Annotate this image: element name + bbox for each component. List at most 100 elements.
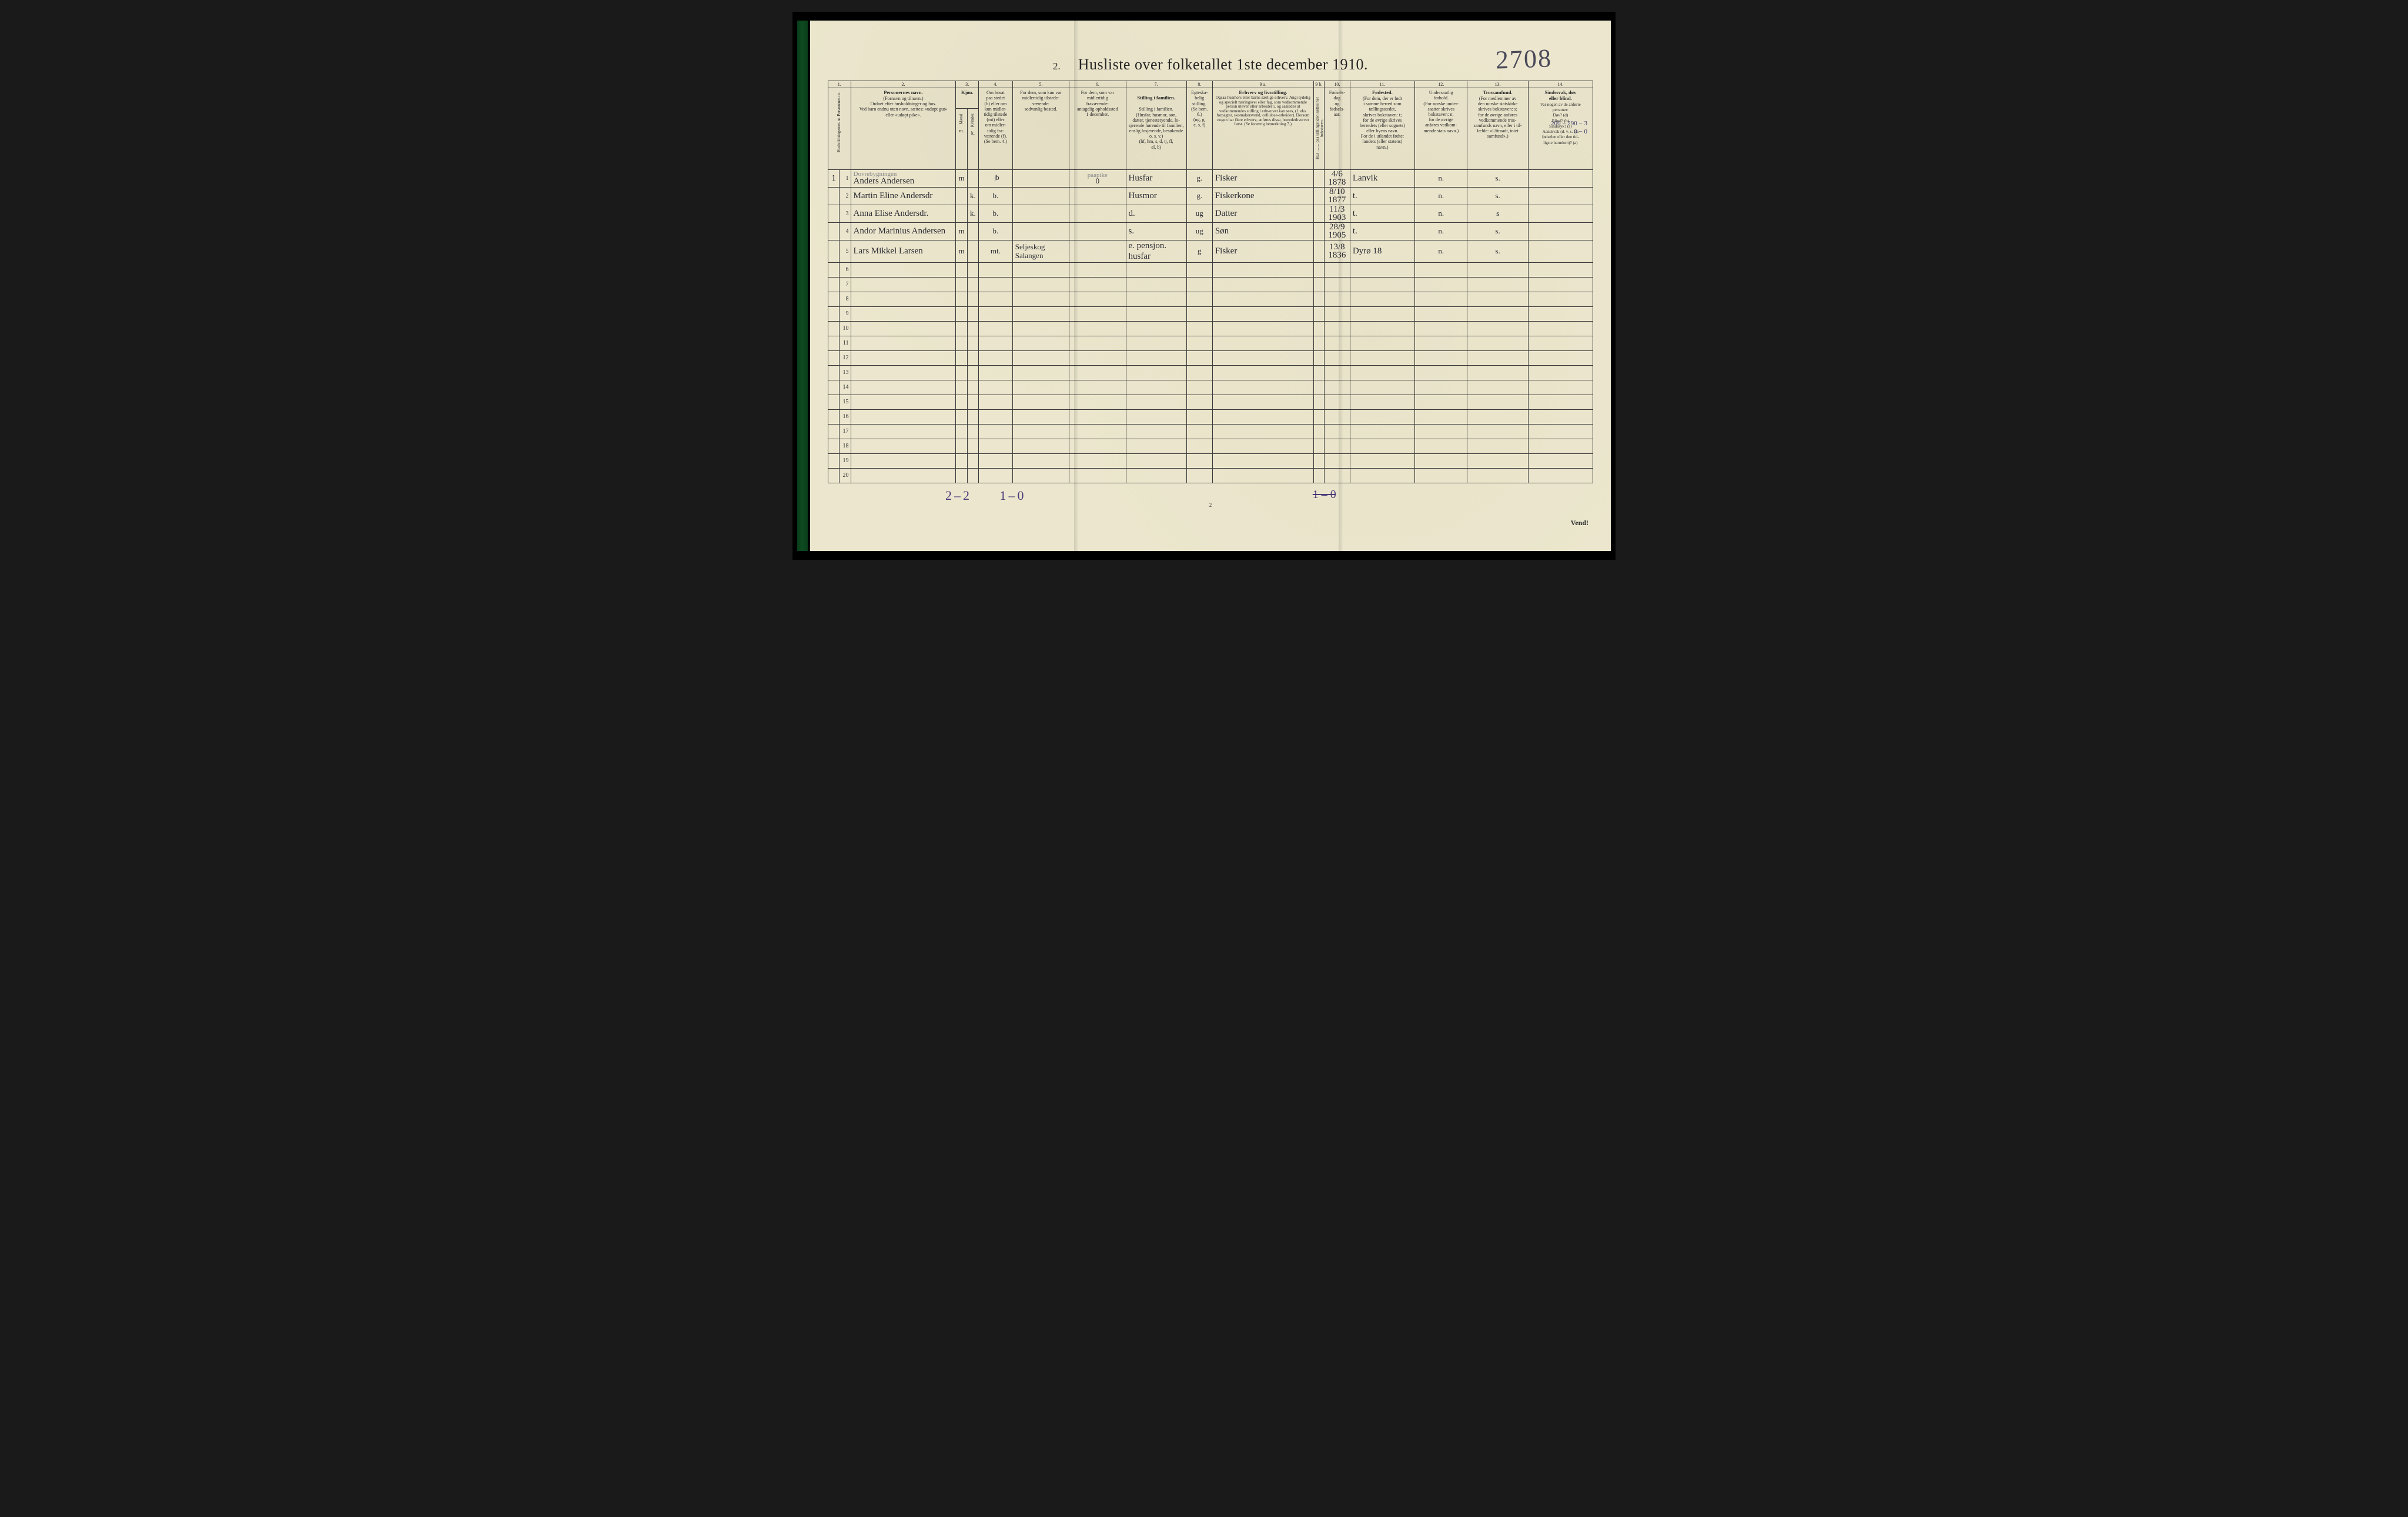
cell-occupation <box>1212 277 1313 292</box>
cell-birth <box>1324 453 1350 468</box>
cell-sex-m <box>956 453 967 468</box>
cell-marital <box>1186 262 1212 277</box>
col-num: 13. <box>1467 81 1528 88</box>
col-sub-k: Kvinder.k. <box>967 108 978 170</box>
cell-status <box>978 439 1012 453</box>
cell-occupation <box>1212 424 1313 439</box>
cell-residence <box>1012 306 1069 321</box>
cell-marital <box>1186 306 1212 321</box>
table-body: 11DovrebygningenAnders Andersenmfbpaapik… <box>828 170 1593 483</box>
cell-occupation <box>1212 453 1313 468</box>
cell-sex-k <box>967 380 978 395</box>
cell-occupation <box>1212 380 1313 395</box>
cell-birthplace <box>1350 292 1414 306</box>
cell-name <box>851 321 956 336</box>
col-num: 3. <box>956 81 979 88</box>
cell-status <box>978 395 1012 409</box>
cell-family-pos <box>1126 321 1186 336</box>
cell-birthplace <box>1350 409 1414 424</box>
cell-family-pos <box>1126 380 1186 395</box>
cell-sex-k <box>967 336 978 350</box>
table-row: 6 <box>828 262 1593 277</box>
cell-sex-m <box>956 380 967 395</box>
cell-disability <box>1528 468 1593 483</box>
cell-hh <box>828 240 840 263</box>
cell-residence <box>1012 424 1069 439</box>
cell-birthplace <box>1350 262 1414 277</box>
cell-9b <box>1313 292 1324 306</box>
cell-absent <box>1069 350 1126 365</box>
cell-sex-m: m <box>956 223 967 240</box>
cell-religion <box>1467 453 1528 468</box>
cell-name <box>851 468 956 483</box>
cell-person-num: 10 <box>840 321 851 336</box>
cell-religion <box>1467 277 1528 292</box>
cell-hh <box>828 223 840 240</box>
cell-hh <box>828 277 840 292</box>
col-header-nation: Undersaatlig forhold. (For norske under-… <box>1414 88 1467 170</box>
margin-note-line: 0 − 0 <box>1551 128 1587 136</box>
cell-marital <box>1186 409 1212 424</box>
cell-sex-m: m <box>956 170 967 188</box>
binding-strip <box>797 21 808 551</box>
cell-marital <box>1186 365 1212 380</box>
cell-residence <box>1012 409 1069 424</box>
table-row: 7 <box>828 277 1593 292</box>
col-header-fra: For dem, som var midlertidig fraværende:… <box>1069 88 1126 170</box>
tally: 2–2 1–0 <box>945 488 1026 503</box>
cell-status <box>978 453 1012 468</box>
table-row: 12 <box>828 350 1593 365</box>
cell-family-pos <box>1126 439 1186 453</box>
footer-tallies: 2–2 1–0 1 – 0 <box>828 488 1593 503</box>
cell-disability <box>1528 424 1593 439</box>
cell-status <box>978 409 1012 424</box>
cell-sex-k <box>967 292 978 306</box>
cell-9b <box>1313 468 1324 483</box>
cell-sex-k <box>967 453 978 468</box>
cell-disability <box>1528 292 1593 306</box>
cell-residence <box>1012 223 1069 240</box>
cell-hh <box>828 453 840 468</box>
table-row: 11 <box>828 336 1593 350</box>
cell-name <box>851 395 956 409</box>
cell-status <box>978 350 1012 365</box>
cell-occupation <box>1212 409 1313 424</box>
cell-occupation <box>1212 468 1313 483</box>
cell-birth <box>1324 409 1350 424</box>
cell-9b <box>1313 223 1324 240</box>
cell-absent <box>1069 188 1126 205</box>
cell-person-num: 12 <box>840 350 851 365</box>
cell-hh <box>828 292 840 306</box>
cell-9b <box>1313 336 1324 350</box>
cell-birth <box>1324 424 1350 439</box>
table-row: 2Martin Eline Andersdrk.b.Husmorg.Fisker… <box>828 188 1593 205</box>
cell-person-num: 8 <box>840 292 851 306</box>
cell-status <box>978 306 1012 321</box>
cell-residence <box>1012 395 1069 409</box>
cell-nationality <box>1414 306 1467 321</box>
cell-absent <box>1069 380 1126 395</box>
cell-birthplace <box>1350 277 1414 292</box>
cell-name <box>851 262 956 277</box>
cell-hh <box>828 424 840 439</box>
cell-person-num: 9 <box>840 306 851 321</box>
cell-absent <box>1069 468 1126 483</box>
table-row: 9 <box>828 306 1593 321</box>
cell-birthplace <box>1350 453 1414 468</box>
cell-name <box>851 350 956 365</box>
cell-birthplace: Dyrø 18 <box>1350 240 1414 263</box>
table-row: 18 <box>828 439 1593 453</box>
col-num: 5. <box>1012 81 1069 88</box>
cell-occupation <box>1212 439 1313 453</box>
cell-birth: 28/91905 <box>1324 223 1350 240</box>
table-row: 11DovrebygningenAnders Andersenmfbpaapik… <box>828 170 1593 188</box>
col-header-birth: Fødsels- dag og fødsels- aar. <box>1324 88 1350 170</box>
cell-person-num: 13 <box>840 365 851 380</box>
cell-birth <box>1324 350 1350 365</box>
cell-marital: g <box>1186 240 1212 263</box>
cell-sex-k: k. <box>967 188 978 205</box>
table-row: 15 <box>828 395 1593 409</box>
cell-sex-k <box>967 424 978 439</box>
cell-sex-m <box>956 306 967 321</box>
cell-status <box>978 292 1012 306</box>
